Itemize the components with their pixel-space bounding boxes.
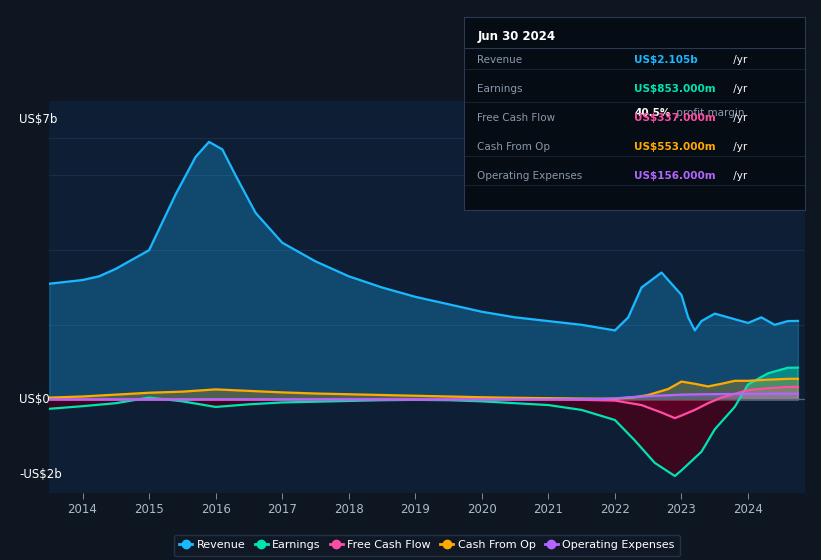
Text: US$156.000m: US$156.000m (635, 171, 716, 181)
Text: Operating Expenses: Operating Expenses (478, 171, 583, 181)
Text: US$853.000m: US$853.000m (635, 85, 716, 95)
Text: profit margin: profit margin (673, 108, 745, 118)
Text: /yr: /yr (730, 171, 747, 181)
Text: Revenue: Revenue (478, 55, 523, 66)
Text: US$553.000m: US$553.000m (635, 142, 716, 152)
Text: /yr: /yr (730, 114, 747, 123)
Text: /yr: /yr (730, 55, 747, 66)
Text: US$2.105b: US$2.105b (635, 55, 698, 66)
Text: Earnings: Earnings (478, 85, 523, 95)
Text: Cash From Op: Cash From Op (478, 142, 551, 152)
Text: US$7b: US$7b (19, 113, 57, 125)
Text: /yr: /yr (730, 85, 747, 95)
Legend: Revenue, Earnings, Free Cash Flow, Cash From Op, Operating Expenses: Revenue, Earnings, Free Cash Flow, Cash … (173, 535, 681, 556)
Text: Free Cash Flow: Free Cash Flow (478, 114, 556, 123)
Text: Jun 30 2024: Jun 30 2024 (478, 30, 556, 43)
Text: US$337.000m: US$337.000m (635, 114, 716, 123)
Text: /yr: /yr (730, 142, 747, 152)
Text: -US$2b: -US$2b (19, 468, 62, 480)
Text: 40.5%: 40.5% (635, 108, 671, 118)
Text: US$0: US$0 (19, 393, 50, 406)
